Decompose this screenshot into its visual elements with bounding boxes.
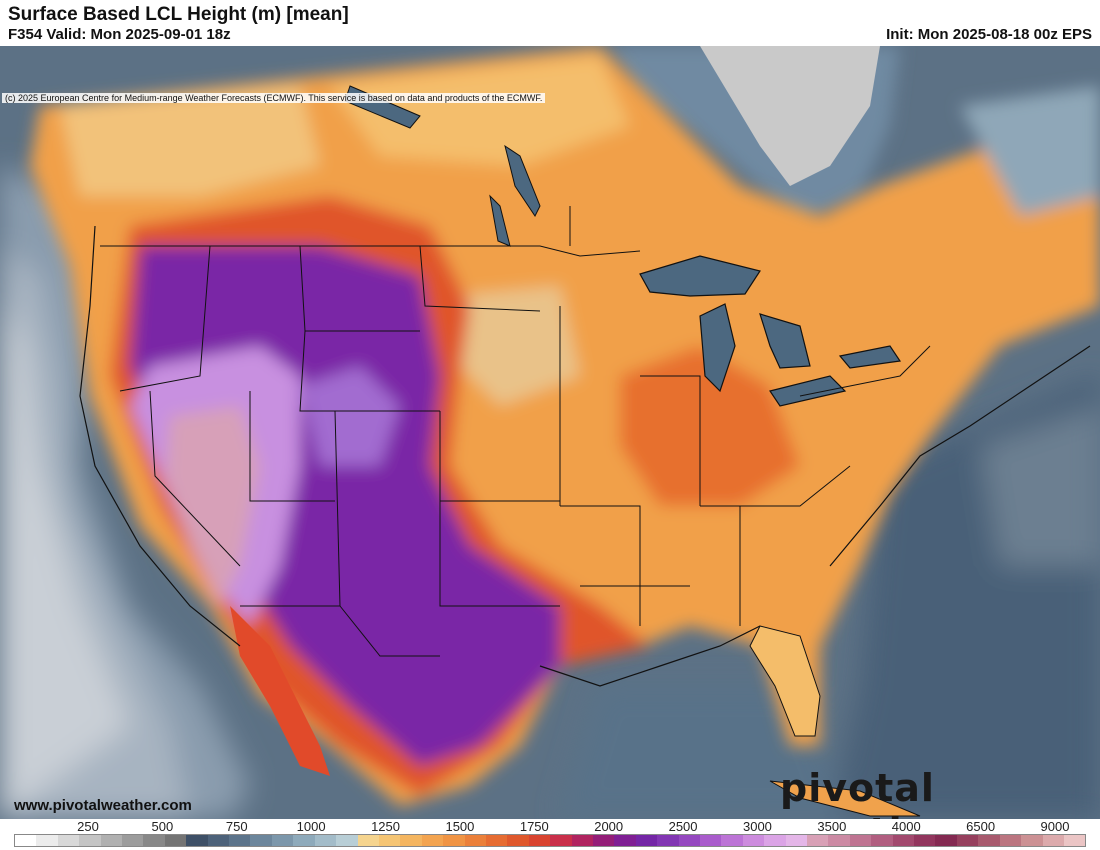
legend-swatch — [100, 835, 123, 846]
legend-swatch — [229, 835, 251, 846]
legend-swatch — [528, 835, 551, 846]
legend-tick-label: 1500 — [445, 819, 475, 834]
legend-swatch — [186, 835, 208, 846]
legend-swatch — [700, 835, 722, 846]
legend-swatch — [421, 835, 444, 846]
copyright-notice: (c) 2025 European Centre for Medium-rang… — [2, 93, 546, 103]
map-title: Surface Based LCL Height (m) [mean] — [8, 4, 349, 25]
legend-tick-label: 3000 — [742, 819, 772, 834]
init-time: Init: Mon 2025-08-18 00z EPS — [886, 26, 1092, 43]
pacific-coastline — [79, 225, 241, 647]
legend-swatch — [892, 835, 915, 846]
legend-tick-label: 2000 — [594, 819, 624, 834]
legend-swatch — [978, 835, 1000, 846]
legend-colorbar — [14, 834, 1086, 847]
legend-swatch — [207, 835, 230, 846]
florida-peninsula — [749, 625, 821, 737]
legend-swatch — [678, 835, 700, 846]
legend-swatch — [336, 835, 358, 846]
atlantic-coastline — [829, 345, 1091, 567]
hudson-bay-ice — [700, 46, 880, 186]
legend-swatch — [828, 835, 850, 846]
legend-tick-label: 1000 — [296, 819, 326, 834]
land-fill — [30, 46, 1100, 806]
legend-swatch — [378, 835, 401, 846]
legend-swatch — [785, 835, 808, 846]
legend-swatch — [999, 835, 1022, 846]
legend-swatch — [914, 835, 936, 846]
legend-swatch — [721, 835, 743, 846]
legend-swatch — [507, 835, 529, 846]
baja-california — [230, 606, 330, 776]
great-lakes — [639, 255, 902, 407]
cuba — [769, 780, 921, 817]
legend-swatch — [485, 835, 508, 846]
legend-swatch — [935, 835, 957, 846]
atlantic-shading — [560, 376, 1100, 819]
legend-swatch — [550, 835, 572, 846]
legend-swatch — [122, 835, 144, 846]
legend-swatch — [357, 835, 379, 846]
legend-swatch — [635, 835, 658, 846]
legend-tick-label: 1750 — [519, 819, 549, 834]
legend-swatch — [79, 835, 101, 846]
legend-tick-label: 2500 — [668, 819, 698, 834]
map-header: Surface Based LCL Height (m) [mean] F354… — [0, 0, 1100, 46]
legend-swatch — [400, 835, 422, 846]
map-canvas — [0, 46, 1100, 819]
legend-swatch — [57, 835, 80, 846]
legend-swatch — [164, 835, 187, 846]
pivotal-weather-logo: pivotal weather — [780, 766, 962, 819]
legend-swatch — [571, 835, 593, 846]
legend-swatch — [293, 835, 315, 846]
legend-tick-label: 3500 — [817, 819, 847, 834]
legend-swatch — [614, 835, 636, 846]
legend-swatch — [143, 835, 165, 846]
legend-swatch — [807, 835, 829, 846]
legend-swatch — [1021, 835, 1043, 846]
legend-swatch — [592, 835, 615, 846]
legend-swatch — [849, 835, 872, 846]
gulf-coastline — [539, 625, 761, 687]
website-label[interactable]: www.pivotalweather.com — [14, 797, 192, 814]
legend-swatch — [657, 835, 679, 846]
legend-tick-label: 4000 — [891, 819, 921, 834]
legend-swatch — [314, 835, 337, 846]
political-borders — [100, 206, 931, 657]
legend-swatch — [464, 835, 486, 846]
legend-swatch — [36, 835, 58, 846]
legend-swatch — [871, 835, 893, 846]
legend-tick-label: 500 — [151, 819, 174, 834]
legend-swatch — [1063, 835, 1086, 846]
legend-tick-label: 250 — [77, 819, 99, 834]
valid-time: F354 Valid: Mon 2025-09-01 18z — [8, 26, 231, 43]
lcl-height-map[interactable]: (c) 2025 European Centre for Medium-rang… — [0, 46, 1100, 819]
legend-swatch — [443, 835, 465, 846]
legend-swatch — [742, 835, 765, 846]
legend-swatch — [250, 835, 272, 846]
legend-swatch — [956, 835, 979, 846]
legend-swatch — [15, 835, 37, 846]
legend-swatch — [271, 835, 294, 846]
legend-tick-label: 6500 — [966, 819, 996, 834]
legend-swatch — [764, 835, 786, 846]
legend-tick-label: 750 — [225, 819, 248, 834]
legend-swatch — [1042, 835, 1064, 846]
legend-tick-label: 1250 — [371, 819, 400, 834]
legend-tick-labels: 250 500 750 1000 1250 1500 1750 2000 2500 3000 350… — [0, 819, 1100, 834]
pacific-shading — [0, 166, 250, 819]
legend-tick-label: 9000 — [1040, 819, 1070, 834]
